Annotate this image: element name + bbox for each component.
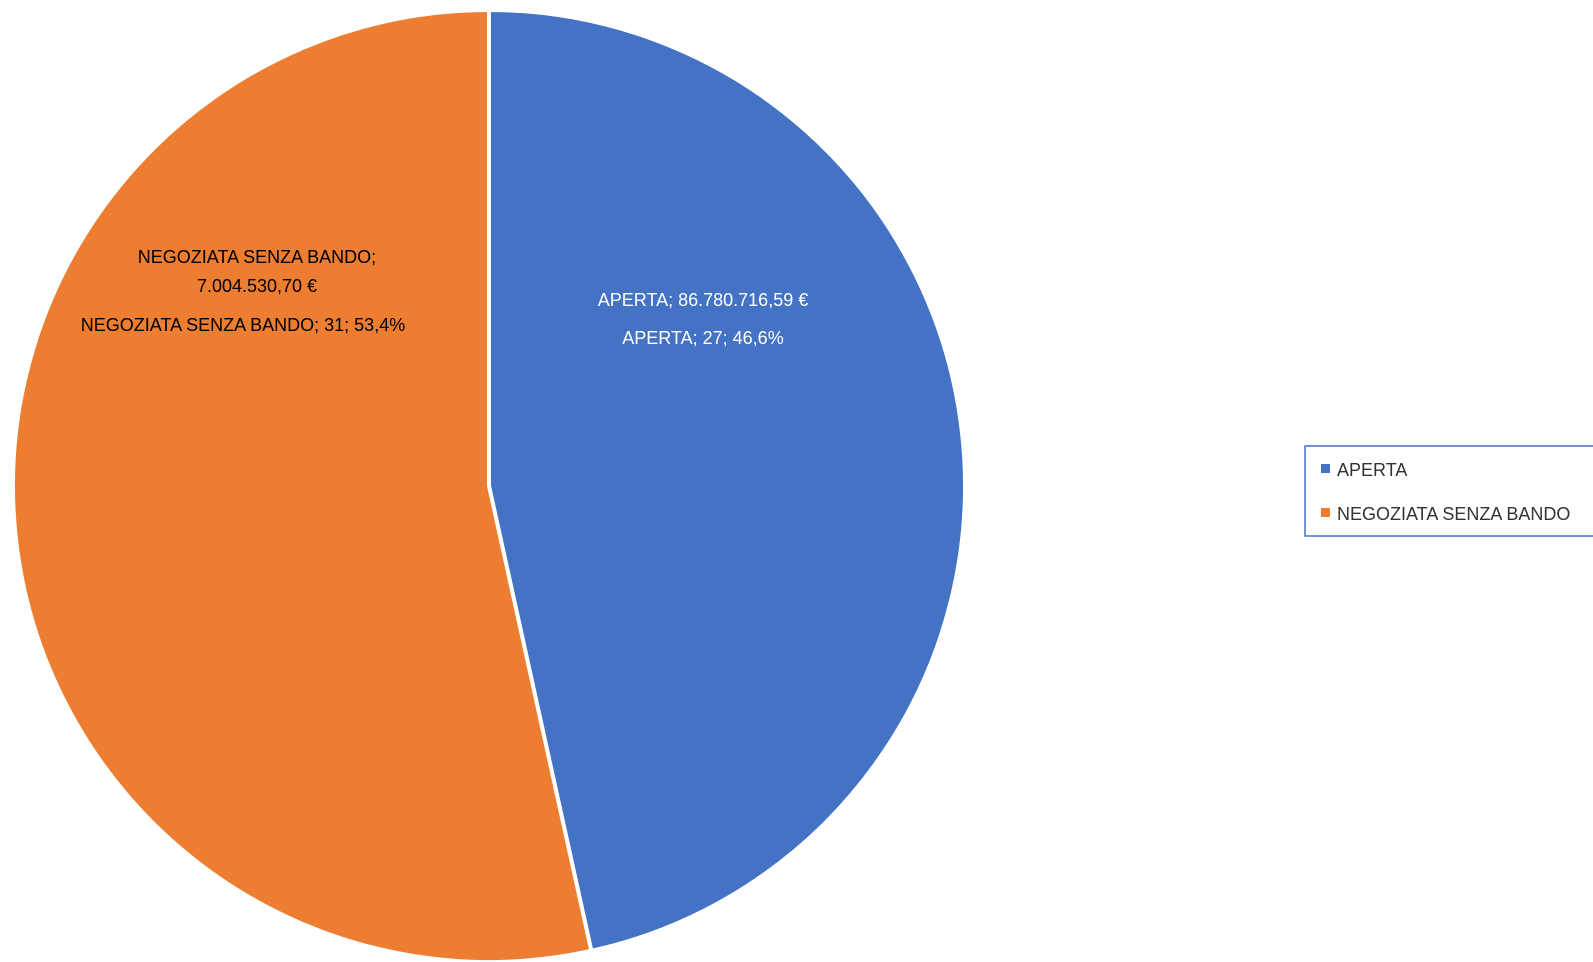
legend-marker-negoziata (1321, 508, 1330, 517)
pie-slice-aperta (487, 7, 967, 954)
pie-slices (11, 7, 967, 962)
legend-label-negoziata: NEGOZIATA SENZA BANDO (1337, 504, 1570, 524)
legend-box (1304, 445, 1593, 537)
data-labels: APERTA; 86.780.716,59 € APERTA; 27; 46,6… (81, 247, 808, 348)
legend-label-aperta: APERTA (1337, 460, 1407, 480)
legend-marker-aperta (1321, 464, 1330, 473)
data-label-negoziata-amount-line1: NEGOZIATA SENZA BANDO; (138, 247, 376, 267)
data-label-aperta-count: APERTA; 27; 46,6% (622, 328, 783, 348)
pie-slice-negoziata (11, 7, 594, 962)
data-label-aperta-amount: APERTA; 86.780.716,59 € (598, 290, 808, 310)
legend: APERTA NEGOZIATA SENZA BANDO (1304, 445, 1593, 537)
data-label-negoziata-count: NEGOZIATA SENZA BANDO; 31; 53,4% (81, 315, 405, 335)
data-label-negoziata-amount-line2: 7.004.530,70 € (197, 276, 317, 296)
